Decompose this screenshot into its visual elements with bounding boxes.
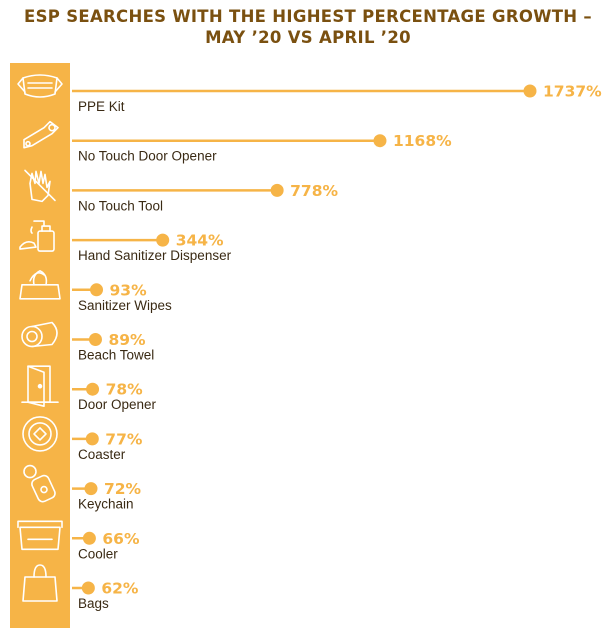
- bar-end-dot: [270, 183, 284, 197]
- category-label: Beach Towel: [78, 348, 154, 363]
- door-icon: [21, 365, 59, 408]
- value-label: 77%: [105, 430, 143, 448]
- bar-end-dot: [84, 482, 98, 496]
- shopping-bag-icon: [22, 564, 58, 602]
- keychain-icon: [23, 464, 56, 503]
- bar-end-dot: [90, 283, 104, 297]
- rolled-towel-icon: [21, 321, 58, 348]
- value-label: 1168%: [393, 132, 452, 150]
- category-label: Cooler: [78, 546, 118, 561]
- bar-end-dot: [85, 432, 99, 446]
- no-touch-hand-icon: [24, 169, 56, 203]
- sanitizer-dispenser-icon: [19, 220, 55, 252]
- cooler-icon: [17, 520, 63, 551]
- category-label: Keychain: [78, 497, 134, 512]
- value-label: 66%: [102, 530, 140, 548]
- category-label: No Touch Tool: [78, 198, 163, 213]
- door-opener-tool-icon: [23, 120, 59, 149]
- category-label: Door Opener: [78, 397, 157, 412]
- bar-end-dot: [523, 84, 537, 98]
- category-label: No Touch Door Opener: [78, 149, 217, 164]
- wipes-pack-icon: [19, 269, 61, 300]
- category-label: Bags: [78, 596, 109, 611]
- coaster-icon: [22, 416, 58, 452]
- bar-end-dot: [373, 134, 387, 148]
- value-label: 62%: [101, 580, 139, 598]
- bar-end-dot: [86, 382, 100, 396]
- bar-end-dot: [88, 333, 102, 346]
- bar-end-dot: [81, 581, 95, 595]
- value-label: 78%: [106, 381, 144, 399]
- chart-title: ESP SEARCHES WITH THE HIGHEST PERCENTAGE…: [0, 6, 616, 48]
- category-label: Coaster: [78, 447, 126, 462]
- value-label: 778%: [290, 182, 338, 200]
- value-label: 344%: [176, 232, 224, 250]
- bar-end-dot: [82, 531, 96, 545]
- bar-end-dot: [156, 233, 170, 247]
- face-mask-icon: [17, 74, 63, 98]
- title-line-2: MAY ’20 VS APRIL ’20: [205, 28, 411, 47]
- value-label: 93%: [110, 281, 148, 299]
- value-label: 89%: [108, 331, 146, 349]
- category-label: PPE Kit: [78, 99, 125, 114]
- title-line-1: ESP SEARCHES WITH THE HIGHEST PERCENTAGE…: [24, 7, 592, 26]
- category-label: Hand Sanitizer Dispenser: [78, 248, 232, 263]
- value-label: 72%: [104, 480, 142, 498]
- value-label: 1737%: [543, 83, 602, 101]
- category-label: Sanitizer Wipes: [78, 298, 172, 313]
